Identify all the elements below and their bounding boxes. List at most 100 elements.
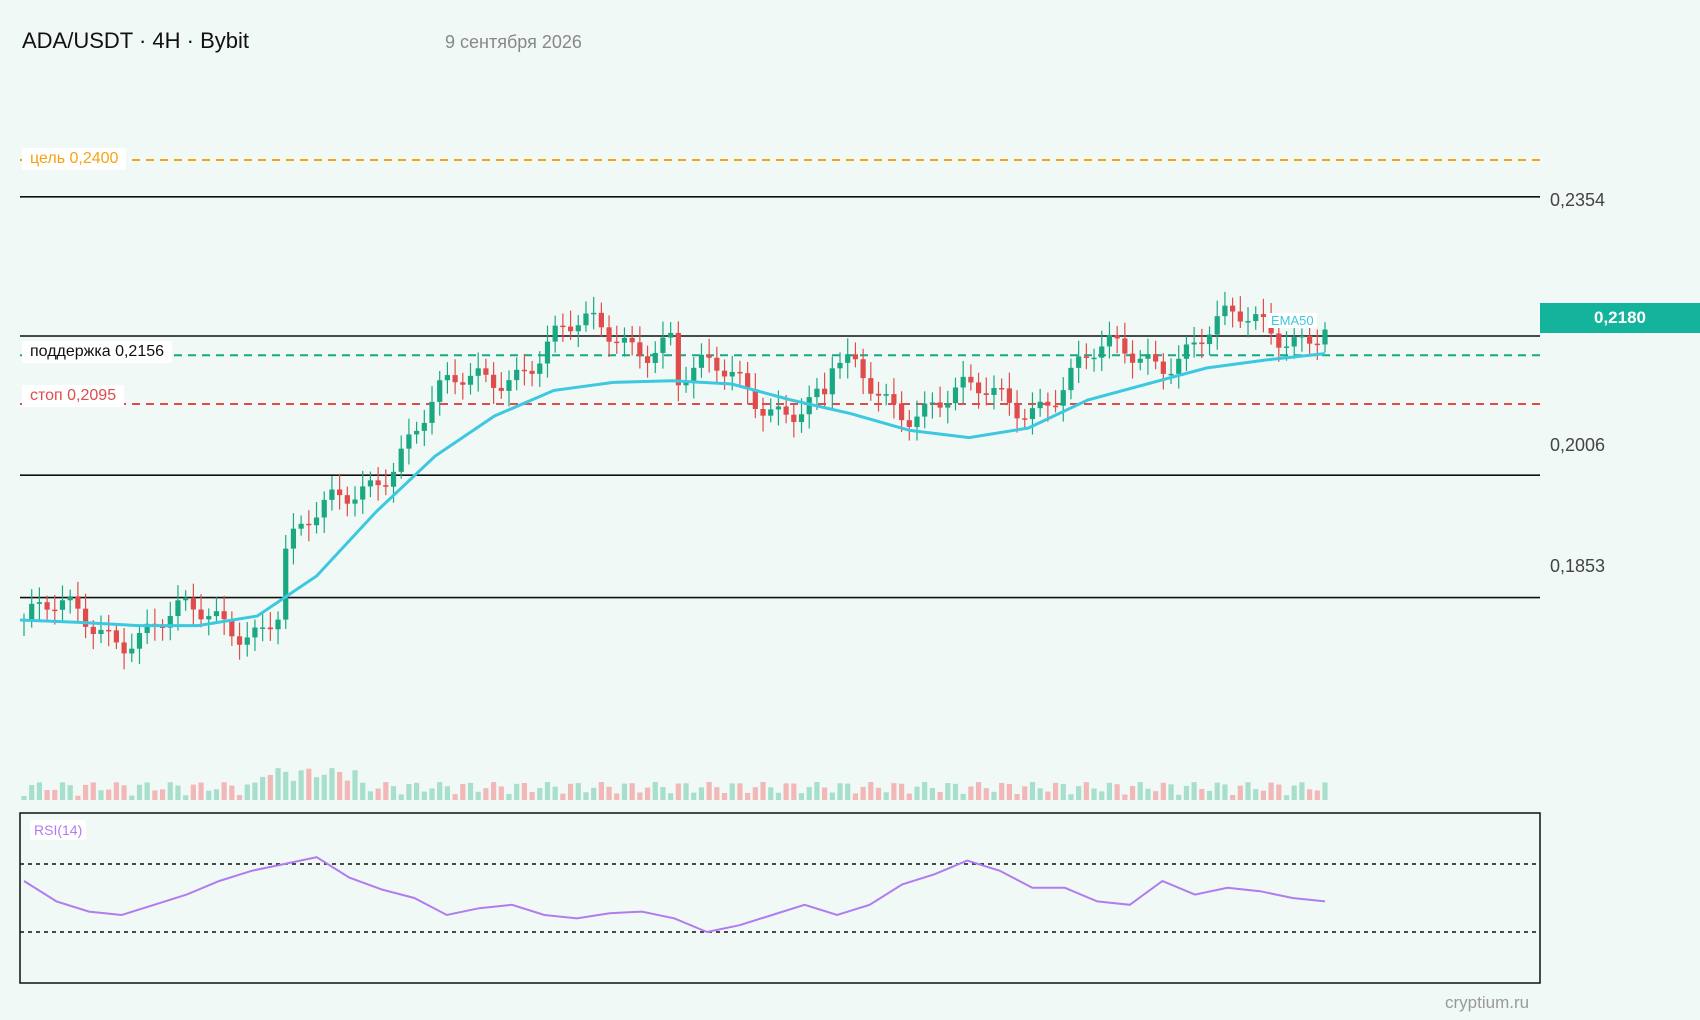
candle-body	[629, 337, 635, 343]
chart-title: ADA/USDT · 4H · Bybit	[22, 28, 249, 53]
volume-bar	[444, 786, 451, 800]
volume-bar	[1145, 788, 1151, 800]
candle-body	[298, 523, 304, 529]
volume-bar	[352, 770, 358, 800]
volume-bar	[1091, 788, 1097, 800]
volume-bars	[21, 768, 1328, 800]
candle-body	[1014, 402, 1020, 419]
candle-body	[614, 341, 620, 344]
candle-body	[175, 600, 181, 617]
candlesticks	[21, 291, 1328, 670]
candle-body	[1176, 358, 1182, 374]
candle-body	[514, 369, 520, 381]
candle-body	[167, 616, 173, 628]
volume-bar	[721, 792, 728, 800]
volume-bar	[75, 795, 81, 800]
candle-body	[1199, 342, 1205, 345]
volume-bar	[991, 791, 997, 800]
candle-body	[1283, 346, 1290, 348]
candle-body	[144, 623, 150, 634]
candle-body	[290, 528, 297, 549]
volume-bar	[229, 785, 235, 800]
volume-bar	[860, 786, 866, 800]
candle-body	[1260, 314, 1267, 318]
candle-body	[59, 600, 66, 610]
volume-bar	[829, 792, 835, 800]
volume-bar	[460, 783, 466, 800]
volume-bar	[514, 783, 520, 800]
candle-body	[90, 626, 96, 635]
candle-body	[198, 609, 204, 620]
volume-bar	[313, 777, 320, 800]
candle-body	[914, 416, 920, 427]
candle-body	[706, 354, 712, 358]
candle-body	[537, 363, 543, 374]
volume-bar	[344, 780, 350, 800]
candle-body	[236, 636, 243, 645]
volume-bar	[1122, 794, 1128, 800]
volume-bar	[606, 786, 612, 800]
candle-body	[460, 382, 466, 385]
candle-body	[1145, 354, 1151, 359]
candle-body	[190, 597, 196, 610]
candle-body	[113, 630, 119, 643]
candle-body	[329, 489, 335, 500]
volume-bar	[937, 792, 943, 800]
candle-body	[837, 362, 843, 369]
volume-bar	[421, 791, 427, 800]
candle-body	[852, 354, 859, 360]
volume-bar	[383, 782, 389, 800]
volume-bar	[644, 787, 651, 800]
candle-body	[1153, 354, 1159, 362]
candle-body	[1091, 357, 1097, 360]
volume-bar	[868, 782, 874, 800]
candle-body	[375, 480, 381, 486]
volume-bar	[206, 790, 212, 800]
candle-body	[583, 313, 589, 326]
candle-body	[875, 393, 882, 396]
volume-bar	[814, 782, 820, 800]
candle-body	[306, 523, 312, 526]
volume-bar	[59, 782, 66, 800]
candle-body	[698, 354, 705, 368]
candle-body	[36, 602, 42, 604]
candle-body	[421, 422, 427, 431]
level-lines	[20, 159, 1540, 599]
volume-bar	[537, 787, 543, 800]
candle-body	[714, 357, 720, 371]
volume-bar	[1191, 782, 1197, 800]
candle-body	[745, 373, 751, 390]
volume-bar	[1014, 794, 1020, 800]
volume-bar	[1276, 784, 1282, 800]
volume-bar	[1176, 794, 1182, 800]
candle-body	[1322, 329, 1328, 345]
volume-bar	[498, 786, 504, 800]
volume-bar	[1029, 782, 1036, 800]
volume-bar	[67, 785, 73, 800]
candle-body	[1022, 418, 1028, 420]
volume-bar	[1052, 782, 1059, 800]
candle-body	[98, 629, 104, 635]
volume-bar	[21, 796, 27, 800]
volume-bar	[768, 787, 774, 800]
volume-bar	[521, 783, 527, 800]
volume-bar	[1291, 785, 1297, 800]
volume-bar	[290, 780, 297, 800]
candle-body	[1114, 334, 1120, 339]
candle-body	[383, 485, 389, 487]
volume-bar	[490, 782, 497, 800]
candle-body	[414, 430, 420, 435]
volume-bar	[729, 783, 735, 800]
candle-body	[1006, 388, 1012, 403]
candle-body	[1106, 334, 1113, 347]
volume-bar	[1283, 795, 1290, 800]
volume-bar	[698, 787, 705, 800]
volume-bar	[621, 783, 628, 800]
candle-body	[275, 619, 281, 630]
volume-bar	[113, 782, 119, 800]
stop-level-label: стоп 0,2095	[22, 385, 125, 407]
candle-body	[683, 382, 689, 386]
watermark: cryptium.ru	[1445, 993, 1530, 1012]
volume-bar	[321, 774, 327, 800]
volume-bar	[52, 789, 58, 800]
